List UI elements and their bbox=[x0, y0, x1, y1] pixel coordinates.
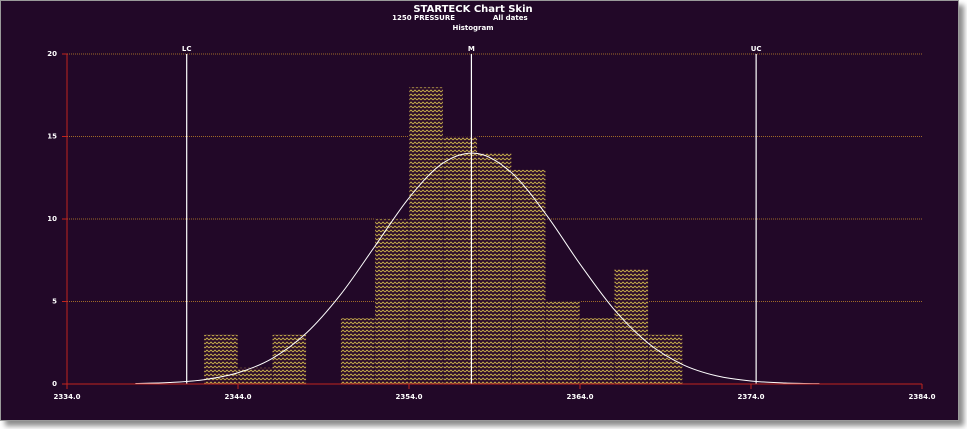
x-tick-label: 2344.0 bbox=[224, 393, 251, 401]
reference-label: LC bbox=[182, 45, 192, 53]
y-tick-label: 10 bbox=[47, 215, 57, 223]
bar bbox=[511, 169, 547, 385]
bar bbox=[408, 86, 444, 385]
y-tick-label: 5 bbox=[52, 298, 57, 306]
x-tick-label: 2364.0 bbox=[566, 393, 593, 401]
chart-frame: STARTECK Chart Skin 1250 PRESSURE All da… bbox=[0, 0, 959, 421]
chart-subtitle: All dates bbox=[493, 14, 528, 22]
chart: STARTECK Chart Skin 1250 PRESSURE All da… bbox=[47, 4, 935, 401]
bar bbox=[579, 317, 615, 385]
bar bbox=[203, 334, 239, 385]
y-tick-label: 0 bbox=[52, 380, 57, 388]
bar bbox=[374, 218, 410, 385]
bar bbox=[237, 367, 273, 385]
bar bbox=[340, 317, 376, 385]
reference-label: UC bbox=[751, 45, 762, 53]
y-tick-label: 20 bbox=[47, 50, 57, 58]
y-tick-label: 15 bbox=[47, 133, 57, 141]
x-tick-label: 2384.0 bbox=[908, 393, 935, 401]
bar bbox=[477, 152, 512, 385]
bar bbox=[613, 268, 649, 385]
bar bbox=[648, 334, 683, 385]
bar bbox=[271, 334, 307, 385]
chart-title: STARTECK Chart Skin bbox=[413, 4, 532, 15]
chart-label: Histogram bbox=[452, 24, 493, 32]
bar bbox=[545, 301, 581, 385]
x-tick-label: 2374.0 bbox=[737, 393, 764, 401]
fit-curve bbox=[135, 152, 820, 385]
bar bbox=[442, 136, 478, 385]
x-tick-label: 2354.0 bbox=[395, 393, 422, 401]
x-tick-label: 2334.0 bbox=[53, 393, 80, 401]
chart-subtitle: 1250 PRESSURE bbox=[392, 14, 455, 22]
reference-label: M bbox=[468, 45, 475, 53]
